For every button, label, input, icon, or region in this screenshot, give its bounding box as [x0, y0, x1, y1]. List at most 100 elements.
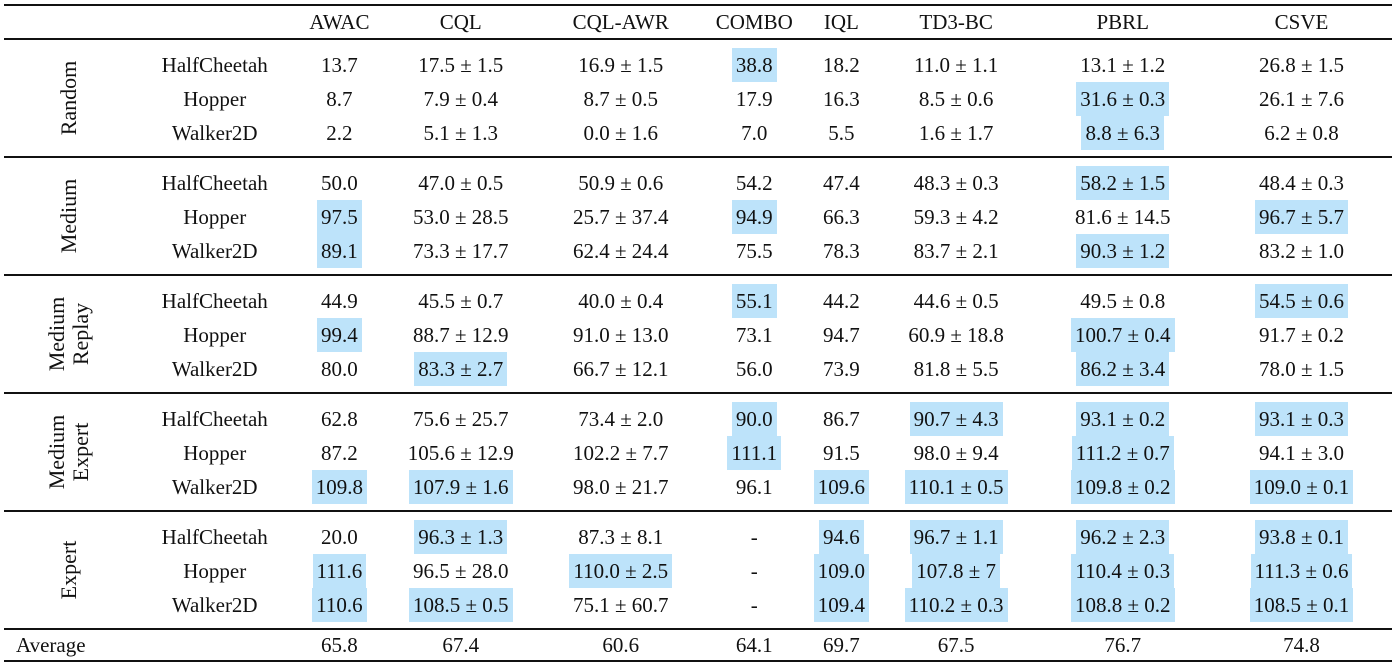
score-cell-cql: 73.3 ± 17.7 [384, 234, 538, 275]
highlighted-score: 100.7 ± 0.4 [1070, 318, 1175, 352]
score-value: 44.2 [823, 289, 860, 313]
table-row: Walker2D 80.0 83.3 ± 2.7 66.7 ± 12.1 56.0 73.… [4, 352, 1392, 393]
score-value: 2.2 [326, 121, 353, 145]
score-value: 75.6 ± 25.7 [412, 407, 509, 431]
table-row: Hopper 97.5 53.0 ± 28.5 25.7 ± 37.4 94.9 66.3… [4, 200, 1392, 234]
score-cell-combo: 55.1 [703, 275, 805, 318]
highlighted-score: 109.8 [311, 470, 368, 504]
highlighted-score: 96.3 ± 1.3 [414, 520, 508, 554]
score-value: 96.1 [735, 475, 773, 499]
group-label-cell: Random [4, 39, 134, 157]
score-cell-pbrl: 86.2 ± 3.4 [1034, 352, 1211, 393]
average-value-pbrl: 76.7 [1034, 629, 1211, 662]
score-value: 40.0 ± 0.4 [578, 289, 664, 313]
group-label-line: Expert [68, 422, 94, 482]
score-cell-cql: 96.5 ± 28.0 [384, 554, 538, 588]
score-value: 91.7 ± 0.2 [1258, 323, 1345, 347]
column-header-td3-bc: TD3-BC [919, 9, 993, 34]
score-cell-cql-awr: 25.7 ± 37.4 [538, 200, 704, 234]
group-medium-replay: Medium Replay HalfCheetah 44.9 45.5 ± 0.7 40.… [4, 275, 1392, 393]
score-cell-pbrl: 90.3 ± 1.2 [1034, 234, 1211, 275]
group-medium-expert: Medium Expert HalfCheetah 62.8 75.6 ± 25.7 73… [4, 393, 1392, 511]
score-cell-awac: 111.6 [295, 554, 383, 588]
score-value: 87.2 [321, 441, 358, 465]
score-value: 1.6 ± 1.7 [918, 121, 994, 145]
average-value-combo: 64.1 [703, 629, 805, 662]
score-value: 16.9 ± 1.5 [578, 53, 664, 77]
env-name: Walker2D [171, 120, 258, 145]
score-value: 48.4 ± 0.3 [1258, 171, 1345, 195]
score-cell-csve: 6.2 ± 0.8 [1211, 116, 1392, 157]
highlighted-score: 90.3 ± 1.2 [1076, 234, 1170, 268]
highlighted-score: 110.1 ± 0.5 [904, 470, 1008, 504]
score-value: 26.1 ± 7.6 [1258, 87, 1345, 111]
highlighted-score: 99.4 [317, 318, 362, 352]
score-value: 66.3 [823, 205, 860, 229]
highlighted-score: 109.0 ± 0.1 [1249, 470, 1354, 504]
score-value: 13.1 ± 1.2 [1080, 53, 1166, 77]
score-value: 17.9 [735, 87, 773, 111]
score-cell-td3-bc: 8.5 ± 0.6 [878, 82, 1035, 116]
env-name: Hopper [183, 440, 247, 465]
highlighted-score: 111.2 ± 0.7 [1071, 436, 1174, 470]
score-cell-cql: 53.0 ± 28.5 [384, 200, 538, 234]
score-value: 88.7 ± 12.9 [412, 323, 509, 347]
table-row: Walker2D 2.2 5.1 ± 1.3 0.0 ± 1.6 7.0 5.5 1.6 ±… [4, 116, 1392, 157]
score-cell-iql: 16.3 [805, 82, 878, 116]
score-cell-awac: 20.0 [295, 511, 383, 554]
score-value: 98.0 ± 9.4 [913, 441, 999, 465]
table-row: Expert HalfCheetah 20.0 96.3 ± 1.3 87.3 ± 8.… [4, 511, 1392, 599]
env-name: HalfCheetah [161, 52, 268, 77]
score-cell-awac: 2.2 [295, 116, 383, 157]
score-cell-td3-bc: 110.2 ± 0.3 [878, 588, 1035, 629]
env-name: Walker2D [171, 474, 258, 499]
score-cell-iql: 66.3 [805, 200, 878, 234]
highlighted-score: 108.5 ± 0.5 [408, 588, 513, 622]
score-value: 73.9 [823, 357, 860, 381]
score-cell-csve: 93.1 ± 0.3 [1211, 393, 1392, 436]
score-cell-combo: 73.1 [703, 318, 805, 352]
score-value: 73.1 [735, 323, 773, 347]
score-value: 48.3 ± 0.3 [913, 171, 999, 195]
score-cell-iql: 47.4 [805, 157, 878, 200]
score-cell-cql-awr: 8.7 ± 0.5 [538, 82, 704, 116]
highlighted-score: 109.4 [813, 588, 870, 622]
table-row: Hopper 111.6 96.5 ± 28.0 110.0 ± 2.5 - 109.0 1… [4, 554, 1392, 588]
score-cell-pbrl: 81.6 ± 14.5 [1034, 200, 1211, 234]
score-cell-pbrl: 109.8 ± 0.2 [1034, 470, 1211, 511]
score-value: 8.7 ± 0.5 [583, 87, 658, 111]
score-value: 5.5 [828, 121, 855, 145]
highlighted-score: 31.6 ± 0.3 [1076, 82, 1170, 116]
env-name: HalfCheetah [161, 406, 268, 431]
score-cell-cql-awr: 73.4 ± 2.0 [538, 393, 704, 436]
highlighted-score: 96.7 ± 5.7 [1254, 200, 1349, 234]
header-env-blank [134, 5, 295, 39]
group-medium: Medium HalfCheetah 50.0 47.0 ± 0.5 50.9 ± 0.… [4, 157, 1392, 275]
table-row: Hopper 87.2 105.6 ± 12.9 102.2 ± 7.7 111.1 91… [4, 436, 1392, 470]
score-value: 86.7 [823, 407, 860, 431]
env-name: Hopper [183, 86, 247, 111]
score-value: 44.9 [321, 289, 358, 313]
table-row: Medium Replay HalfCheetah 44.9 45.5 ± 0.7 40.… [4, 275, 1392, 371]
score-value: 7.0 [741, 121, 768, 145]
group-label-line: Medium [56, 178, 82, 254]
score-cell-td3-bc: 44.6 ± 0.5 [878, 275, 1035, 318]
env-name: HalfCheetah [161, 288, 268, 313]
score-cell-awac: 110.6 [295, 588, 383, 629]
group-label: Medium Replay [44, 297, 93, 372]
score-cell-csve: 111.3 ± 0.6 [1211, 554, 1392, 588]
score-value: 75.5 [735, 239, 773, 263]
column-header-cql-awr: CQL-AWR [572, 9, 669, 34]
score-cell-awac: 97.5 [295, 200, 383, 234]
score-cell-pbrl: 13.1 ± 1.2 [1034, 39, 1211, 82]
score-cell-awac: 50.0 [295, 157, 383, 200]
score-cell-csve: 54.5 ± 0.6 [1211, 275, 1392, 318]
table-row: Hopper 99.4 88.7 ± 12.9 91.0 ± 13.0 73.1 94.7… [4, 318, 1392, 352]
column-header-csve: CSVE [1274, 9, 1329, 34]
score-cell-combo: 17.9 [703, 82, 805, 116]
score-cell-td3-bc: 11.0 ± 1.1 [878, 39, 1035, 82]
score-value: 44.6 ± 0.5 [913, 289, 999, 313]
score-cell-pbrl: 100.7 ± 0.4 [1034, 318, 1211, 352]
highlighted-score: 93.8 ± 0.1 [1254, 520, 1349, 554]
score-value: 96.5 ± 28.0 [412, 559, 509, 583]
